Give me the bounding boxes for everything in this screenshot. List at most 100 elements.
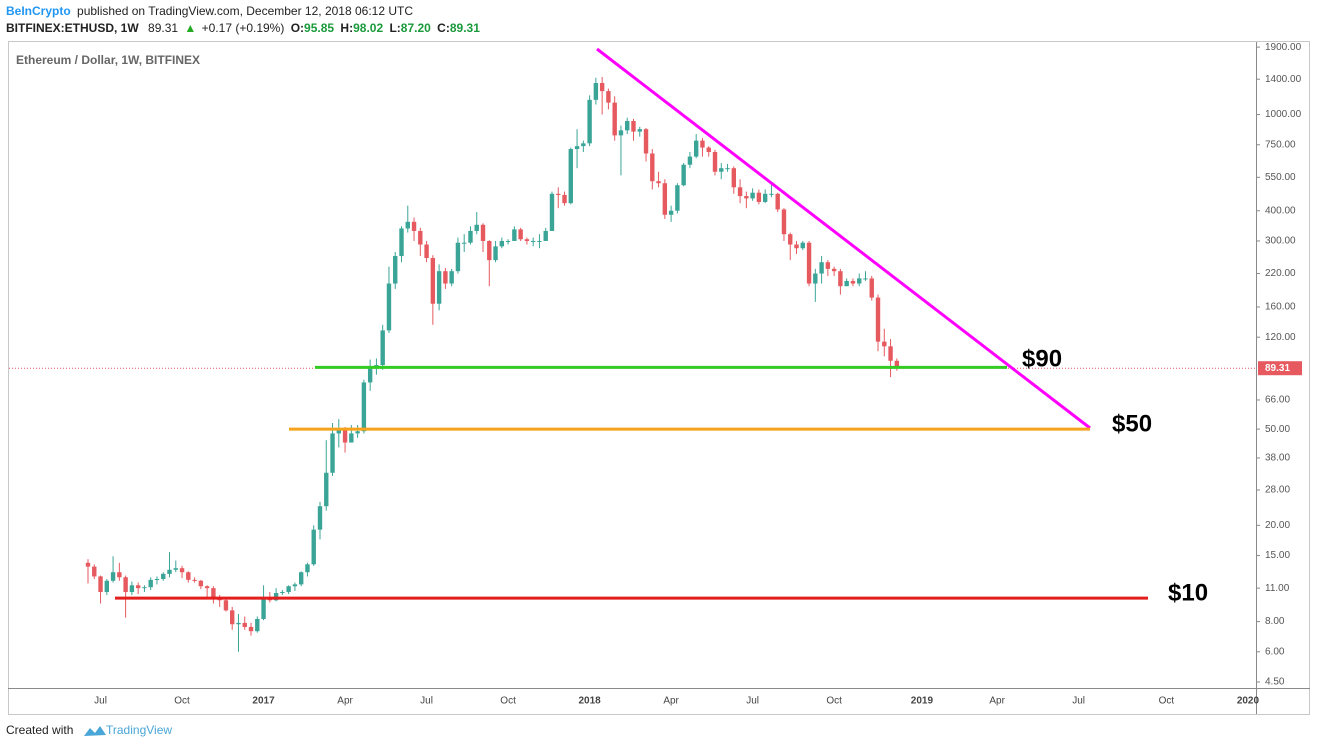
candle-body — [236, 622, 241, 625]
candle-body — [280, 592, 285, 594]
level-label: $90 — [1022, 346, 1062, 373]
x-tick-label: 2020 — [1237, 696, 1260, 707]
y-tick-label: 400.00 — [1265, 205, 1296, 216]
candle-body — [857, 278, 862, 284]
candle-body — [418, 230, 423, 245]
published: published on TradingView.com, December 1… — [77, 4, 413, 18]
candle-body — [543, 230, 548, 241]
candle-body — [593, 83, 599, 100]
ohlc-1-value: 98.02 — [353, 21, 383, 35]
candle-body — [643, 129, 649, 154]
candle-body — [167, 569, 172, 574]
publisher[interactable]: BeInCrypto — [6, 4, 71, 18]
candle-body — [719, 168, 724, 172]
candle-body — [650, 153, 655, 182]
candle-body — [148, 579, 153, 588]
candle-body — [631, 121, 636, 132]
candle-body — [668, 210, 674, 215]
ohlc-3-label: C: — [437, 21, 450, 35]
candle-body — [198, 580, 204, 587]
chart-subtitle: Ethereum / Dollar, 1W, BITFINEX — [16, 53, 200, 67]
candle-body — [693, 140, 699, 157]
last-price-box — [1258, 361, 1302, 376]
candle-body — [788, 234, 793, 245]
ohlc-1-label: H: — [340, 21, 353, 35]
candle-body — [888, 346, 893, 361]
candle-body — [612, 102, 617, 136]
ohlc-0-label: O: — [291, 21, 304, 35]
candle-body — [336, 429, 341, 434]
x-tick-label: Jul — [1072, 696, 1085, 707]
candle-body — [286, 586, 291, 593]
candle-body — [223, 600, 229, 611]
candle-body — [468, 230, 473, 243]
candle-body — [324, 472, 329, 507]
candle-body — [430, 258, 436, 304]
ohlc-2-value: 87.20 — [401, 21, 431, 35]
candle-body — [330, 433, 335, 473]
candle-body — [405, 221, 410, 229]
candle-body — [154, 578, 160, 580]
x-tick-label: Oct — [1159, 696, 1175, 707]
candle-body — [574, 146, 580, 150]
chart-frame — [8, 41, 1310, 715]
y-tick-label: 20.00 — [1265, 520, 1290, 531]
x-tick-label: Jul — [420, 696, 433, 707]
candle-body — [838, 271, 843, 287]
candle-body — [556, 193, 561, 195]
y-tick-label: 11.00 — [1265, 583, 1290, 594]
price: 89.31 — [148, 21, 178, 35]
candle-body — [794, 244, 799, 249]
candle-body — [135, 585, 141, 589]
header-line: BeInCrypto published on TradingView.com,… — [6, 4, 413, 18]
candle-body — [687, 156, 693, 165]
candle-body — [806, 242, 812, 284]
x-tick-label: Oct — [826, 696, 842, 707]
candle-body — [349, 433, 354, 443]
candle-body — [192, 579, 197, 581]
candle-body — [104, 580, 110, 593]
candle-body — [85, 562, 91, 567]
candle-body — [700, 140, 705, 148]
candle-body — [869, 278, 874, 298]
candle-body — [186, 572, 191, 580]
candle-body — [455, 242, 461, 272]
x-tick-label: 2017 — [252, 696, 275, 707]
candle-body — [762, 193, 768, 202]
candle-body — [844, 280, 849, 287]
candle-body — [863, 278, 868, 280]
y-tick-label: 120.00 — [1265, 332, 1296, 343]
up-arrow: ▲ — [184, 21, 196, 35]
candle-body — [204, 586, 210, 589]
candle-body — [568, 149, 573, 204]
candle-body — [813, 273, 818, 284]
candle-body — [894, 360, 900, 369]
candle-body — [424, 244, 429, 259]
candle-body — [255, 618, 260, 632]
x-tick-label: Oct — [174, 696, 190, 707]
x-tick-label: 2018 — [578, 696, 601, 707]
candle-body — [706, 147, 711, 152]
ohlc-3-value: 89.31 — [450, 21, 480, 35]
footer-brand[interactable]: TradingView — [106, 723, 172, 737]
y-tick-label: 1400.00 — [1265, 74, 1302, 85]
candle-body — [587, 99, 592, 144]
candle-body — [261, 598, 266, 619]
y-tick-label: 28.00 — [1265, 485, 1290, 496]
candle-body — [775, 193, 780, 210]
candle-body — [117, 572, 122, 578]
candle-body — [800, 242, 805, 249]
y-tick-label: 38.00 — [1265, 453, 1290, 464]
y-tick-label: 750.00 — [1265, 139, 1296, 150]
candle-body — [606, 91, 611, 103]
candle-body — [731, 168, 737, 188]
candle-body — [411, 221, 417, 231]
symbol: BITFINEX:ETHUSD, 1W — [6, 21, 139, 35]
candle-body — [161, 573, 166, 579]
candle-body — [637, 129, 642, 132]
y-tick-label: 300.00 — [1265, 236, 1296, 247]
candle-body — [98, 576, 103, 593]
